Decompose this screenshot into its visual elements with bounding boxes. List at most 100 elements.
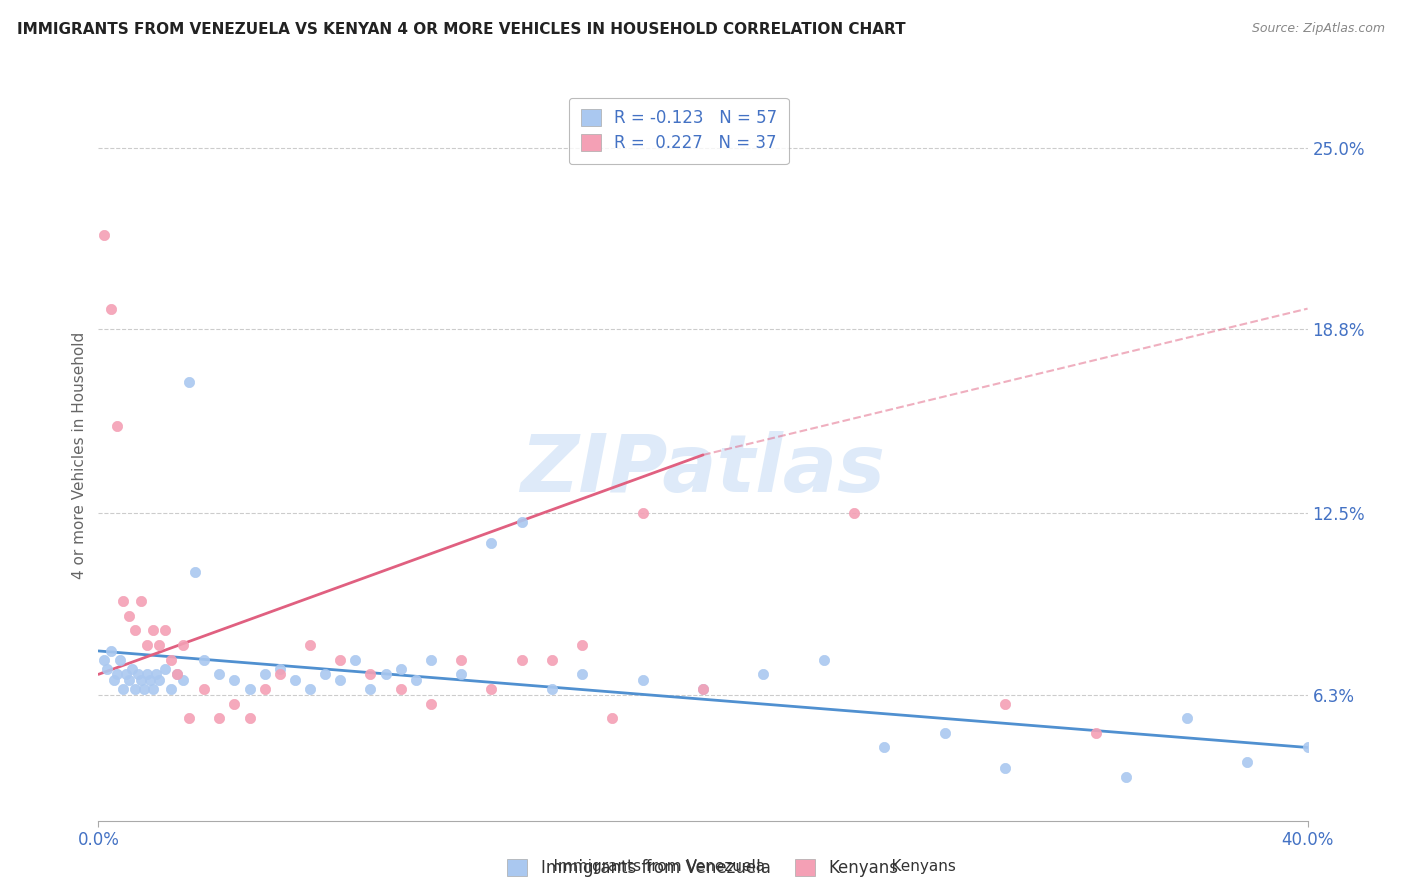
- Point: [481, 535, 503, 549]
- Legend: Immigrants from Venezuela, Kenyans: Immigrants from Venezuela, Kenyans: [501, 852, 905, 884]
- Point: [752, 667, 775, 681]
- Point: [389, 681, 412, 696]
- Point: [160, 653, 183, 667]
- Point: [239, 681, 262, 696]
- Point: [1085, 726, 1108, 740]
- Point: [571, 667, 593, 681]
- Text: ZIPatlas: ZIPatlas: [520, 431, 886, 508]
- Point: [129, 673, 152, 688]
- Point: [360, 681, 382, 696]
- Point: [184, 565, 207, 579]
- Point: [374, 667, 396, 681]
- Point: [193, 653, 215, 667]
- Point: [299, 681, 322, 696]
- Point: [844, 507, 866, 521]
- Point: [166, 667, 188, 681]
- Point: [179, 375, 201, 389]
- Point: [132, 681, 155, 696]
- Point: [145, 667, 167, 681]
- Point: [692, 681, 714, 696]
- Point: [153, 624, 176, 638]
- Point: [166, 667, 188, 681]
- Point: [124, 624, 146, 638]
- Point: [135, 667, 157, 681]
- Point: [111, 594, 134, 608]
- Point: [631, 507, 654, 521]
- Point: [389, 661, 412, 675]
- Point: [148, 638, 170, 652]
- Point: [124, 681, 146, 696]
- Point: [510, 515, 533, 529]
- Point: [114, 667, 136, 681]
- Point: [93, 653, 115, 667]
- Point: [269, 661, 291, 675]
- Point: [208, 667, 231, 681]
- Point: [172, 638, 194, 652]
- Point: [1115, 770, 1137, 784]
- Point: [692, 681, 714, 696]
- Point: [148, 673, 170, 688]
- Point: [994, 697, 1017, 711]
- Point: [510, 653, 533, 667]
- Point: [105, 418, 128, 433]
- Point: [239, 711, 262, 725]
- Text: IMMIGRANTS FROM VENEZUELA VS KENYAN 4 OR MORE VEHICLES IN HOUSEHOLD CORRELATION : IMMIGRANTS FROM VENEZUELA VS KENYAN 4 OR…: [17, 22, 905, 37]
- Point: [571, 638, 593, 652]
- Point: [934, 726, 956, 740]
- Point: [360, 667, 382, 681]
- Point: [142, 681, 165, 696]
- Point: [118, 608, 141, 623]
- Y-axis label: 4 or more Vehicles in Household: 4 or more Vehicles in Household: [72, 331, 87, 579]
- Point: [481, 681, 503, 696]
- Point: [100, 644, 122, 658]
- Point: [602, 711, 624, 725]
- Point: [129, 594, 152, 608]
- Text: Source: ZipAtlas.com: Source: ZipAtlas.com: [1251, 22, 1385, 36]
- Point: [253, 667, 276, 681]
- Point: [224, 697, 246, 711]
- Point: [135, 638, 157, 652]
- Point: [142, 624, 165, 638]
- Point: [224, 673, 246, 688]
- Point: [873, 740, 896, 755]
- Point: [344, 653, 367, 667]
- Point: [93, 228, 115, 243]
- Point: [540, 681, 562, 696]
- Point: [1236, 755, 1258, 769]
- Point: [121, 661, 143, 675]
- Legend: R = -0.123   N = 57, R =  0.227   N = 37: R = -0.123 N = 57, R = 0.227 N = 37: [569, 97, 789, 164]
- Point: [269, 667, 291, 681]
- Text: Immigrants from Venezuela: Immigrants from Venezuela: [534, 859, 765, 874]
- Point: [420, 653, 443, 667]
- Point: [420, 697, 443, 711]
- Point: [405, 673, 427, 688]
- Point: [96, 661, 118, 675]
- Text: Kenyans: Kenyans: [872, 859, 956, 874]
- Point: [160, 681, 183, 696]
- Point: [103, 673, 125, 688]
- Point: [179, 711, 201, 725]
- Point: [631, 673, 654, 688]
- Point: [153, 661, 176, 675]
- Point: [253, 681, 276, 696]
- Point: [127, 667, 149, 681]
- Point: [105, 667, 128, 681]
- Point: [314, 667, 336, 681]
- Point: [540, 653, 562, 667]
- Point: [450, 667, 472, 681]
- Point: [118, 673, 141, 688]
- Point: [994, 761, 1017, 775]
- Point: [172, 673, 194, 688]
- Point: [108, 653, 131, 667]
- Point: [1296, 740, 1319, 755]
- Point: [299, 638, 322, 652]
- Point: [813, 653, 835, 667]
- Point: [329, 653, 352, 667]
- Point: [139, 673, 162, 688]
- Point: [193, 681, 215, 696]
- Point: [1175, 711, 1198, 725]
- Point: [284, 673, 307, 688]
- Point: [100, 301, 122, 316]
- Point: [329, 673, 352, 688]
- Point: [450, 653, 472, 667]
